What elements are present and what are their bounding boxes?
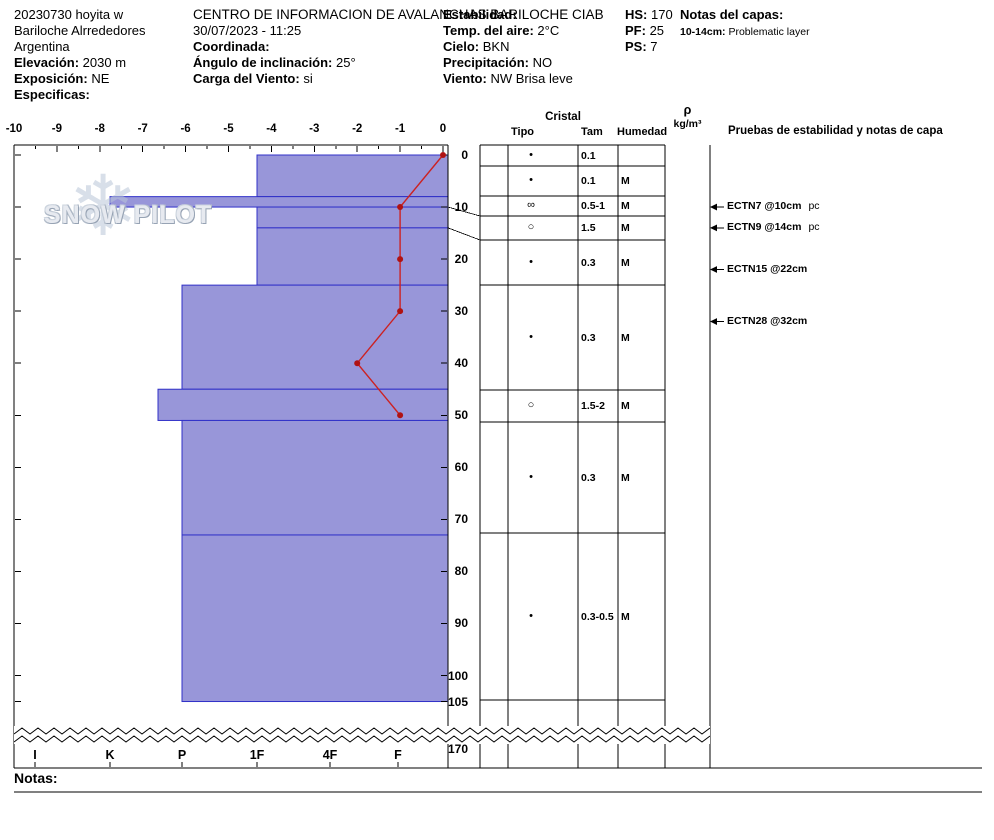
scale-break-mask	[14, 726, 710, 744]
snow-layer-bar	[256, 206, 449, 229]
elevation-field: Elevación: 2030 m	[14, 55, 126, 70]
air-temp-field: Temp. del aire: 2°C	[443, 23, 559, 38]
temperature-point	[397, 256, 404, 263]
column-header-density-unit: kg/m³	[673, 118, 702, 130]
pit-title: 20230730 hoyita w	[14, 7, 124, 22]
temperature-point	[354, 360, 361, 367]
layer-note-value: Problematic layer	[728, 26, 810, 38]
test-arrow-icon	[710, 318, 717, 325]
hs-label: HS:	[625, 7, 648, 22]
snow-layer-bar	[157, 388, 449, 421]
layer-note: 10-14cm: Problematic layer	[680, 25, 810, 40]
slope-angle-field: Ángulo de inclinación: 25°	[193, 55, 356, 70]
wind-value: NW Brisa leve	[490, 71, 573, 86]
snow-layer-bar	[256, 154, 449, 198]
scale-break-zigzag	[13, 735, 711, 743]
hs-field: HS: 170	[625, 7, 673, 22]
precipitation-field: Precipitación: NO	[443, 55, 552, 70]
aspect-value: NE	[91, 71, 110, 86]
sky-label: Cielo:	[443, 39, 480, 54]
slope-angle-label: Ángulo de inclinación:	[193, 55, 333, 70]
stability-field: Estabilidad:	[443, 7, 517, 22]
snow-layer-bar	[109, 196, 449, 208]
temperature-point	[397, 412, 404, 419]
temperature-point	[397, 204, 404, 211]
grid-line	[447, 206, 481, 217]
column-header-tam: Tam	[581, 126, 603, 138]
snow-layer-bar	[181, 419, 449, 536]
pf-field: PF: 25	[625, 23, 664, 38]
snow-layer-bar	[181, 534, 449, 703]
column-header-cristal: Cristal	[545, 111, 581, 123]
sky-value: BKN	[482, 39, 510, 54]
elevation-label: Elevación:	[14, 55, 80, 70]
precipitation-value: NO	[532, 55, 553, 70]
pit-datetime: 30/07/2023 - 11:25	[193, 23, 302, 38]
snow-layer-bar	[256, 227, 449, 286]
air-temp-label: Temp. del aire:	[443, 23, 534, 38]
specifics-label: Especificas:	[14, 87, 90, 102]
temperature-line	[356, 154, 444, 416]
ps-field: PS: 7	[625, 39, 658, 54]
organization-title: CENTRO DE INFORMACION DE AVALANCHAS BARI…	[193, 7, 604, 22]
pit-location: Bariloche Alrrededores	[14, 23, 146, 38]
test-arrow-icon	[710, 266, 717, 273]
elevation-value: 2030 m	[82, 55, 127, 70]
snow-layer-bar	[181, 284, 449, 390]
wind-field: Viento: NW Brisa leve	[443, 71, 573, 86]
temperature-point	[397, 308, 404, 315]
air-temp-value: 2°C	[537, 23, 560, 38]
grid-line	[447, 227, 481, 241]
test-arrow-icon	[710, 203, 717, 211]
stability-label: Estabilidad:	[443, 7, 517, 22]
column-header-stability-tests: Pruebas de estabilidad y notas de capa	[728, 125, 943, 137]
slope-angle-value: 25°	[336, 55, 356, 70]
column-header-density-symbol: ρ	[683, 103, 692, 117]
ps-label: PS:	[625, 39, 647, 54]
pit-country: Argentina	[14, 39, 70, 54]
wind-load-value: si	[303, 71, 313, 86]
ps-value: 7	[650, 39, 658, 54]
precipitation-label: Precipitación:	[443, 55, 529, 70]
coordinates-field: Coordinada:	[193, 39, 270, 54]
hs-value: 170	[651, 7, 673, 22]
notes-section-label: Notas:	[14, 770, 58, 786]
sky-field: Cielo: BKN	[443, 39, 509, 54]
layer-notes-title: Notas del capas:	[680, 7, 784, 22]
pf-label: PF:	[625, 23, 646, 38]
temperature-point	[440, 152, 446, 158]
pf-value: 25	[649, 23, 665, 38]
wind-load-field: Carga del Viento: si	[193, 71, 313, 86]
scale-break-zigzag	[13, 727, 711, 735]
aspect-field: Exposición: NE	[14, 71, 109, 86]
wind-load-label: Carga del Viento:	[193, 71, 300, 86]
layer-note-label: 10-14cm:	[680, 26, 726, 38]
specifics-field: Especificas:	[14, 87, 90, 102]
test-arrow-icon	[710, 224, 717, 232]
column-header-humedad: Humedad	[617, 126, 668, 138]
coordinates-label: Coordinada:	[193, 39, 270, 54]
wind-label: Viento:	[443, 71, 487, 86]
column-header-tipo: Tipo	[511, 126, 535, 138]
aspect-label: Exposición:	[14, 71, 88, 86]
